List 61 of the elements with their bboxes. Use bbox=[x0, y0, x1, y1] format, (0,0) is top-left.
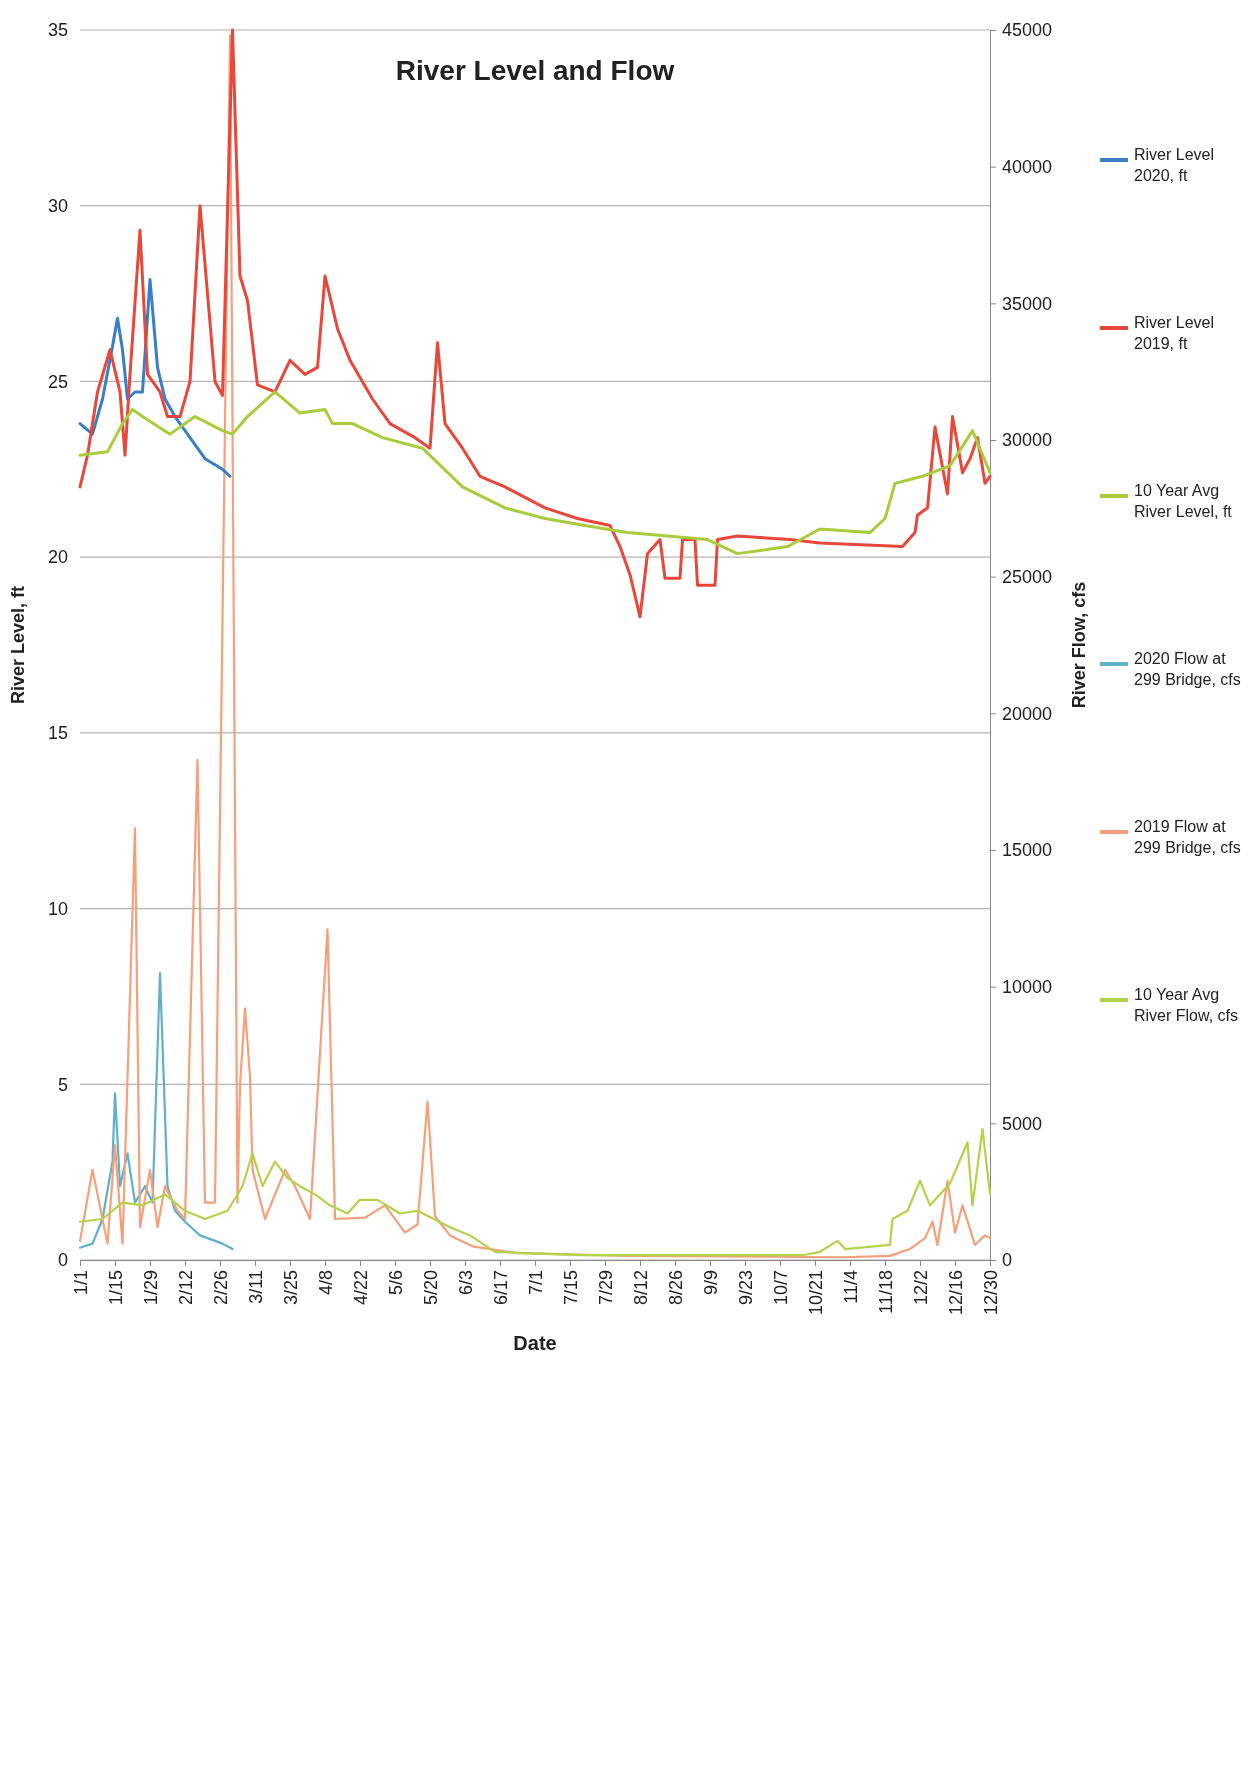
line-series bbox=[78, 34, 992, 1259]
y-tick-label: 35 bbox=[47, 20, 68, 41]
x-tick-label: 8/26 bbox=[665, 1270, 686, 1306]
x-tick-label: 10/7 bbox=[770, 1270, 791, 1306]
x-tick-label: 12/16 bbox=[945, 1270, 966, 1316]
legend-label: River Level 2020, ft bbox=[1134, 146, 1215, 184]
x-tick-label: 3/25 bbox=[280, 1270, 301, 1306]
x-tick-label: 3/11 bbox=[245, 1270, 266, 1304]
x-tick-label: 11/4 bbox=[840, 1270, 861, 1304]
legend-label: 2019 Flow at 299 Bridge, cfs bbox=[1134, 818, 1241, 856]
legend-label: 10 Year Avg River Level, ft bbox=[1134, 482, 1233, 520]
y-tick-label: 20 bbox=[47, 547, 68, 568]
x-tick-label: 7/15 bbox=[560, 1270, 581, 1306]
line-series bbox=[78, 28, 992, 619]
legend-label: 2020 Flow at 299 Bridge, cfs bbox=[1134, 650, 1241, 688]
line-series bbox=[78, 278, 232, 478]
y2-tick-label: 20000 bbox=[1002, 703, 1053, 724]
y-tick-label: 0 bbox=[57, 1250, 68, 1271]
x-tick-label: 12/2 bbox=[910, 1270, 931, 1306]
y2-tick-label: 45000 bbox=[1002, 20, 1053, 41]
x-tick-label: 10/21 bbox=[805, 1270, 826, 1316]
y2-tick-label: 0 bbox=[1002, 1250, 1013, 1271]
x-tick-label: 9/9 bbox=[700, 1270, 721, 1296]
y2-tick-label: 15000 bbox=[1002, 840, 1053, 861]
x-tick-label: 1/15 bbox=[105, 1270, 126, 1306]
line-series bbox=[78, 1127, 992, 1257]
x-tick-label: 6/3 bbox=[455, 1270, 476, 1296]
x-tick-label: 4/8 bbox=[315, 1270, 336, 1296]
x-tick-label: 9/23 bbox=[735, 1270, 756, 1306]
y2-axis-title: River Flow, cfs bbox=[1069, 581, 1089, 709]
y-tick-label: 15 bbox=[47, 723, 68, 744]
x-tick-label: 1/29 bbox=[140, 1270, 161, 1306]
x-axis-title: Date bbox=[513, 1332, 557, 1354]
y-tick-label: 30 bbox=[47, 195, 68, 216]
x-tick-label: 11/18 bbox=[875, 1270, 896, 1314]
x-tick-label: 2/12 bbox=[175, 1270, 196, 1306]
y-tick-label: 5 bbox=[57, 1074, 68, 1095]
y2-tick-label: 40000 bbox=[1002, 156, 1053, 177]
x-tick-label: 7/1 bbox=[525, 1270, 546, 1296]
y-tick-label: 25 bbox=[47, 371, 68, 392]
legend-label: River Level 2019, ft bbox=[1134, 314, 1215, 352]
x-tick-label: 7/29 bbox=[595, 1270, 616, 1306]
y2-tick-label: 30000 bbox=[1002, 430, 1053, 451]
y-tick-label: 10 bbox=[47, 898, 68, 919]
x-tick-label: 8/12 bbox=[630, 1270, 651, 1306]
x-tick-label: 12/30 bbox=[980, 1270, 1001, 1316]
y-axis-title: River Level, ft bbox=[8, 585, 28, 705]
x-tick-label: 4/22 bbox=[350, 1270, 371, 1306]
x-tick-label: 6/17 bbox=[490, 1270, 511, 1306]
text: River Level and Flow bbox=[395, 55, 675, 86]
y2-tick-label: 5000 bbox=[1002, 1113, 1043, 1134]
legend-label: 10 Year Avg River Flow, cfs bbox=[1134, 986, 1239, 1024]
x-tick-label: 1/1 bbox=[70, 1270, 91, 1296]
y2-tick-label: 35000 bbox=[1002, 293, 1053, 314]
line-series bbox=[78, 390, 992, 556]
y2-tick-label: 10000 bbox=[1002, 976, 1053, 997]
y2-tick-label: 25000 bbox=[1002, 566, 1053, 587]
line-series bbox=[78, 971, 234, 1251]
x-tick-label: 5/20 bbox=[420, 1270, 441, 1306]
x-tick-label: 5/6 bbox=[385, 1270, 406, 1296]
x-tick-label: 2/26 bbox=[210, 1270, 231, 1306]
